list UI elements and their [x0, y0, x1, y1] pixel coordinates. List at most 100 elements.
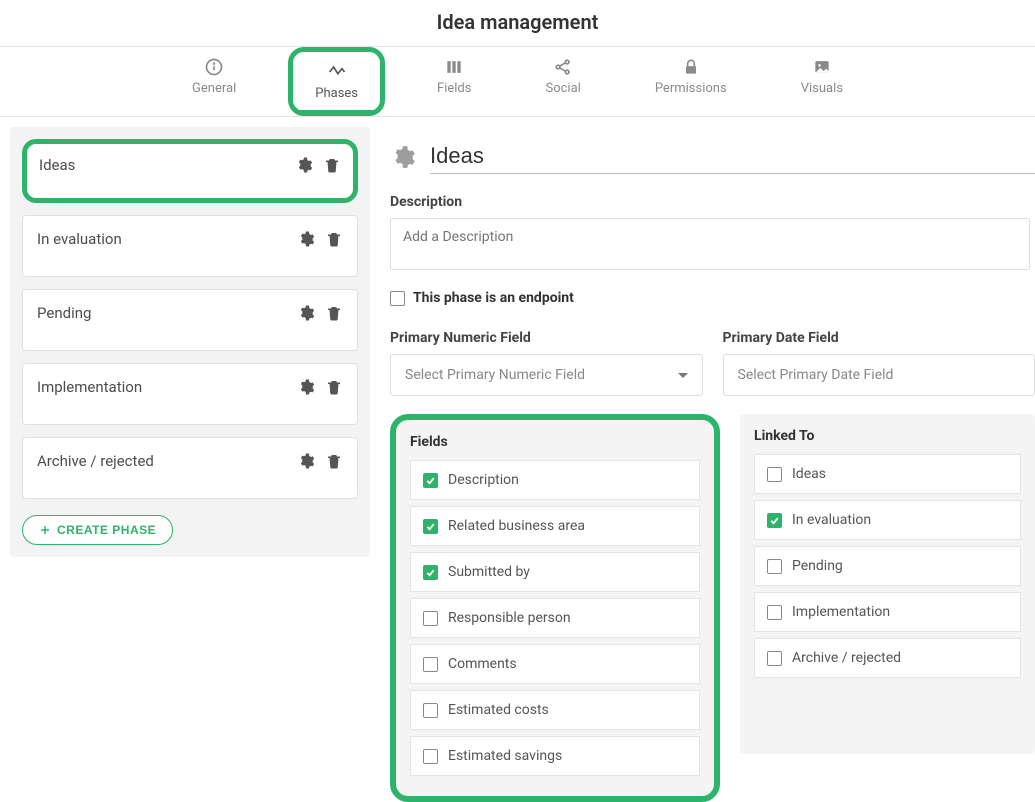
checkbox[interactable]: [423, 611, 438, 626]
phase-card-label: Pending: [37, 304, 91, 322]
primary-numeric-col: Primary Numeric Field Select Primary Num…: [390, 310, 703, 396]
check-row-label: Implementation: [792, 604, 890, 620]
phase-title-input[interactable]: [430, 139, 1035, 173]
tab-visuals[interactable]: Visuals: [779, 47, 865, 116]
check-row-label: Responsible person: [448, 610, 571, 626]
checkbox[interactable]: [767, 467, 782, 482]
check-row[interactable]: Estimated costs: [410, 690, 700, 730]
trash-icon[interactable]: [325, 304, 343, 322]
endpoint-checkbox[interactable]: [390, 291, 405, 306]
check-row[interactable]: Description: [410, 460, 700, 500]
endpoint-label: This phase is an endpoint: [413, 290, 574, 306]
checkbox[interactable]: [423, 749, 438, 764]
phase-card[interactable]: Pending: [22, 289, 358, 351]
main-panel: Description This phase is an endpoint Pr…: [370, 127, 1035, 802]
tab-label: Phases: [315, 86, 358, 101]
tab-label: Visuals: [801, 81, 843, 96]
checkbox[interactable]: [767, 513, 782, 528]
linked-panel-title: Linked To: [754, 428, 1021, 444]
check-row-label: Pending: [792, 558, 843, 574]
checkbox[interactable]: [423, 703, 438, 718]
page-title: Idea management: [0, 0, 1035, 46]
tab-social[interactable]: Social: [523, 47, 602, 116]
content-area: Ideas In evaluation Pending Implementation A…: [0, 117, 1035, 802]
tab-fields[interactable]: Fields: [415, 47, 493, 116]
tab-label: Social: [545, 81, 580, 96]
fields-panel: Fields DescriptionRelated business areaS…: [390, 414, 720, 802]
tab-general[interactable]: General: [170, 47, 258, 116]
check-row[interactable]: Archive / rejected: [754, 638, 1021, 678]
check-row[interactable]: Estimated savings: [410, 736, 700, 776]
select-row: Primary Numeric Field Select Primary Num…: [390, 310, 1035, 396]
phase-card[interactable]: Ideas: [22, 139, 358, 203]
create-phase-label: CREATE PHASE: [57, 523, 156, 537]
tab-label: General: [192, 81, 236, 96]
check-row-label: Comments: [448, 656, 517, 672]
create-phase-button[interactable]: CREATE PHASE: [22, 515, 173, 545]
phase-title-row: [390, 139, 1035, 174]
tab-label: Permissions: [655, 81, 727, 96]
primary-numeric-select[interactable]: Select Primary Numeric Field: [390, 354, 703, 396]
tab-permissions[interactable]: Permissions: [633, 47, 749, 116]
checkbox[interactable]: [423, 519, 438, 534]
primary-date-col: Primary Date Field Select Primary Date F…: [723, 310, 1035, 396]
phase-card[interactable]: Archive / rejected: [22, 437, 358, 499]
check-row-label: Estimated costs: [448, 702, 549, 718]
sidebar: Ideas In evaluation Pending Implementation A…: [10, 127, 370, 557]
share-icon: [553, 57, 573, 77]
check-row[interactable]: Implementation: [754, 592, 1021, 632]
tabs-row: General Phases Fields Social Permissions…: [0, 46, 1035, 117]
checkbox[interactable]: [423, 565, 438, 580]
trash-icon[interactable]: [325, 230, 343, 248]
chevron-down-icon: [678, 373, 688, 378]
checkbox[interactable]: [423, 473, 438, 488]
columns-icon: [444, 57, 464, 77]
checkbox[interactable]: [767, 651, 782, 666]
check-row[interactable]: In evaluation: [754, 500, 1021, 540]
phase-card-actions: [297, 378, 343, 396]
trash-icon[interactable]: [323, 156, 341, 174]
image-icon: [812, 57, 832, 77]
gear-icon[interactable]: [297, 452, 315, 470]
gear-icon: [390, 144, 416, 170]
primary-date-select[interactable]: Select Primary Date Field: [723, 354, 1035, 396]
trash-icon[interactable]: [325, 378, 343, 396]
primary-date-placeholder: Select Primary Date Field: [738, 367, 894, 383]
lock-icon: [681, 57, 701, 77]
gear-icon[interactable]: [297, 304, 315, 322]
check-row[interactable]: Submitted by: [410, 552, 700, 592]
check-row-label: Archive / rejected: [792, 650, 901, 666]
endpoint-row[interactable]: This phase is an endpoint: [390, 290, 1035, 306]
lists-row: Fields DescriptionRelated business areaS…: [390, 414, 1035, 802]
check-row-label: Description: [448, 472, 519, 488]
phase-card[interactable]: In evaluation: [22, 215, 358, 277]
checkbox[interactable]: [767, 559, 782, 574]
check-row[interactable]: Responsible person: [410, 598, 700, 638]
gear-icon[interactable]: [295, 156, 313, 174]
gear-icon[interactable]: [297, 230, 315, 248]
trash-icon[interactable]: [325, 452, 343, 470]
check-row[interactable]: Pending: [754, 546, 1021, 586]
checkbox[interactable]: [767, 605, 782, 620]
check-row[interactable]: Comments: [410, 644, 700, 684]
check-row-label: Estimated savings: [448, 748, 562, 764]
gear-icon[interactable]: [297, 378, 315, 396]
linked-panel: Linked To Ideas In evaluation Pending Imple…: [740, 414, 1035, 754]
info-icon: [204, 57, 224, 77]
tab-label: Fields: [437, 81, 471, 96]
description-label: Description: [390, 194, 1035, 210]
description-input[interactable]: [390, 218, 1030, 270]
phase-card-actions: [297, 230, 343, 248]
phase-card-actions: [297, 304, 343, 322]
phase-card[interactable]: Implementation: [22, 363, 358, 425]
checkbox[interactable]: [423, 657, 438, 672]
check-row-label: In evaluation: [792, 512, 871, 528]
check-row[interactable]: Ideas: [754, 454, 1021, 494]
primary-date-label: Primary Date Field: [723, 330, 1035, 346]
phase-card-actions: [297, 452, 343, 470]
tab-phases[interactable]: Phases: [288, 47, 385, 116]
primary-numeric-label: Primary Numeric Field: [390, 330, 703, 346]
check-row-label: Ideas: [792, 466, 826, 482]
phase-card-actions: [295, 156, 341, 174]
check-row[interactable]: Related business area: [410, 506, 700, 546]
